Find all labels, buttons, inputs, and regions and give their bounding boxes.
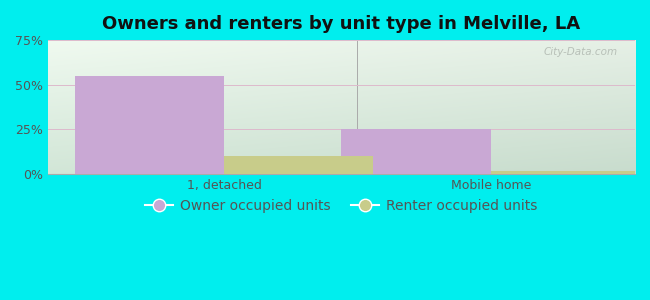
- Bar: [224, 156, 374, 174]
- Text: City-Data.com: City-Data.com: [543, 47, 618, 57]
- Bar: [341, 130, 491, 174]
- Bar: [75, 76, 224, 174]
- Title: Owners and renters by unit type in Melville, LA: Owners and renters by unit type in Melvi…: [102, 15, 580, 33]
- Bar: [491, 171, 640, 174]
- Legend: Owner occupied units, Renter occupied units: Owner occupied units, Renter occupied un…: [140, 193, 543, 218]
